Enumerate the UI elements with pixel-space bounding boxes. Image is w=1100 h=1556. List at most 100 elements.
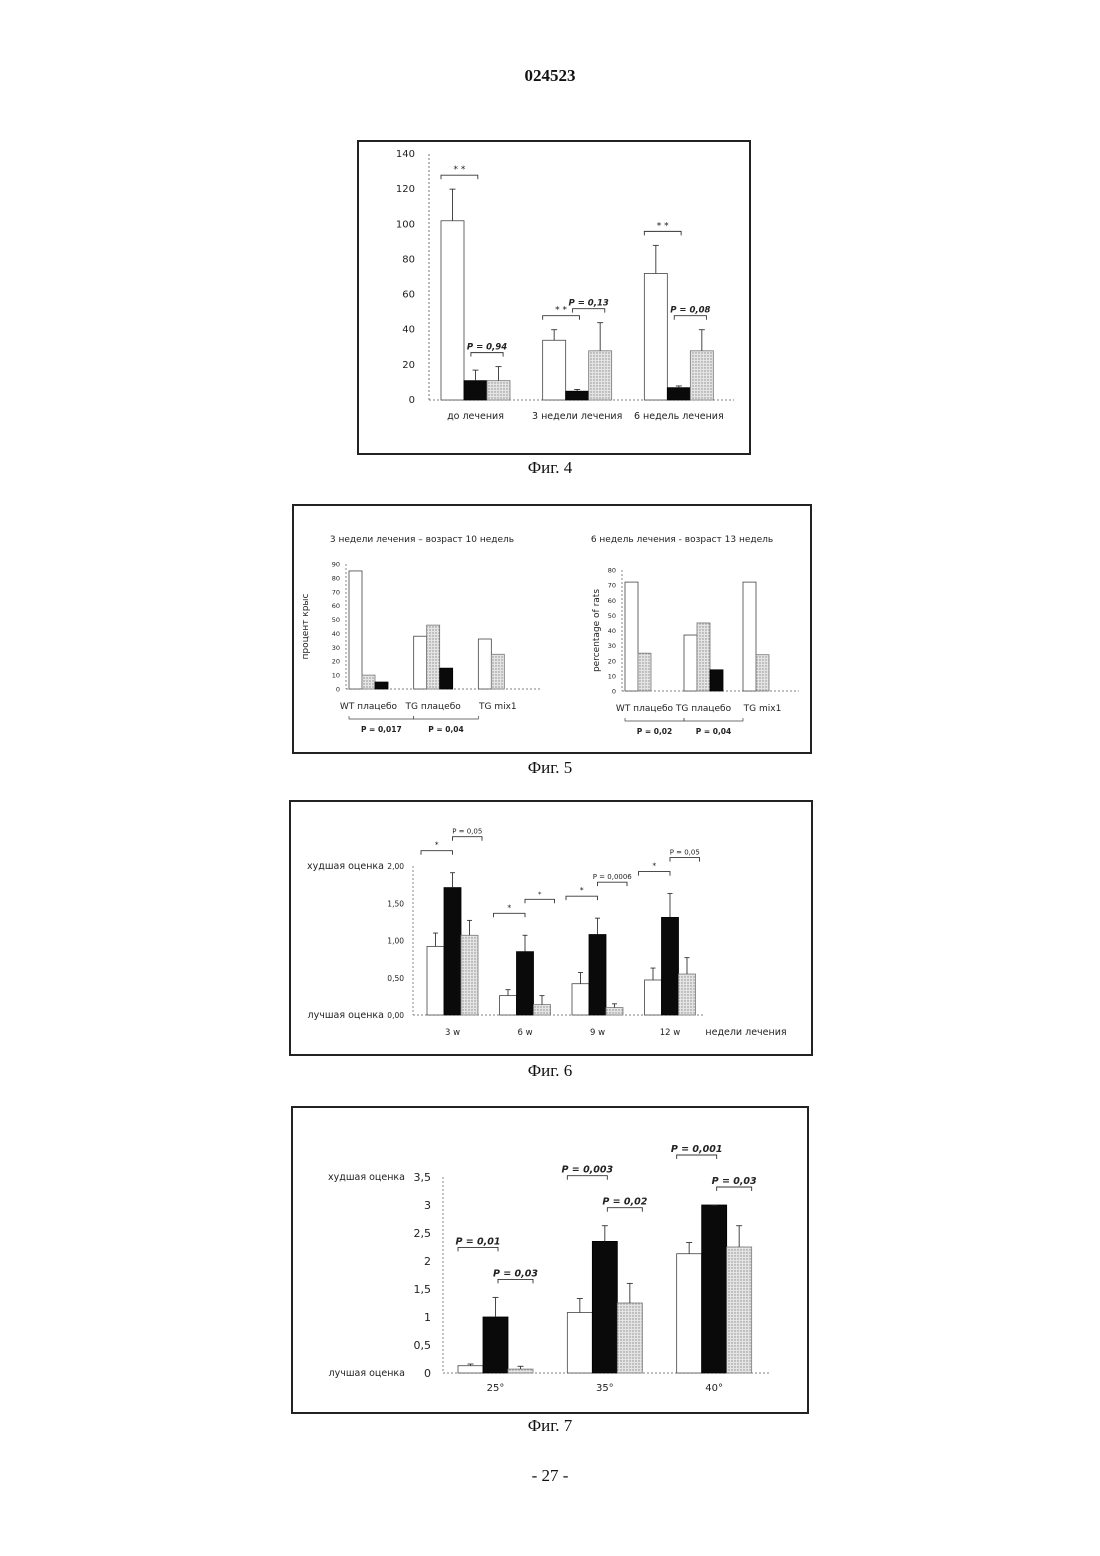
sig-2-b-bracket [598,882,628,886]
panel-0-y-tick: 0 [336,686,340,694]
bar-black-2 [702,1205,727,1373]
bar-white-0 [441,221,464,400]
y-tick-label: 100 [396,219,415,230]
panel-0-y-tick: 70 [332,588,340,596]
figure-7-frame: 00,511,522,533,5худшая оценкалучшая оцен… [291,1106,809,1414]
panel-1-y-tick: 80 [608,567,616,575]
bar-black-1 [566,391,589,400]
y-tick-label: 20 [402,360,415,371]
panel-1-y-tick: 10 [608,672,616,680]
worst-score-label: худшая оценка [328,1172,405,1183]
bar-dotted-0 [461,935,478,1015]
x-tick-label-0: 3 w [445,1028,460,1038]
bar-dotted-0 [508,1369,533,1373]
x-axis-label: недели лечения [705,1027,786,1038]
panel-1-y-tick: 60 [608,597,616,605]
sig-2-b-bracket [717,1187,752,1191]
bar-dotted-1 [617,1303,642,1373]
bar-dotted-3 [679,974,696,1015]
y-tick-label: 120 [396,184,415,195]
y-tick-label: 1,00 [387,937,404,946]
sig-0-b-bracket [453,837,483,841]
x-tick-label-2: 6 недель лечения [634,411,724,422]
panel-0-group-label-2: TG mix1 [478,702,517,712]
panel-0-pvalue-bracket-0 [349,716,414,719]
bar-black-0 [483,1317,508,1373]
panel-0-y-tick: 50 [332,616,340,624]
y-tick-label: 0 [409,395,415,406]
bar-white-3 [645,980,662,1015]
sig-0-a-label: P = 0,01 [456,1236,501,1247]
x-tick-label-2: 40° [705,1383,723,1394]
sig-2-a-bracket [644,231,681,235]
panel-1-bar-dotted-2 [756,655,769,691]
sig-0-a-bracket [421,851,453,855]
y-tick-label: 80 [402,254,415,265]
figure-4-frame: 020406080100120140до лечения* *P = 0,943… [357,140,751,455]
y-tick-label: 2 [424,1255,431,1268]
document-number: 024523 [0,66,1100,86]
figure-5-frame: 3 недели лечения – возраст 10 недельпроц… [292,504,812,754]
panel-1-ylabel: percentage of rats [592,589,602,672]
figure-6-chart: 0,000,501,001,502,00худшая оценкалучшая … [291,802,815,1058]
figure-5-chart: 3 недели лечения – возраст 10 недельпроц… [294,506,814,756]
bar-dotted-1 [589,351,612,400]
sig-1-a-label: P = 0,003 [562,1165,614,1176]
panel-1-y-tick: 70 [608,582,616,590]
bar-black-0 [444,888,461,1015]
bar-dotted-0 [487,381,510,400]
panel-0-bar-white-0 [349,571,362,689]
sig-0-a-label: * [435,841,439,850]
panel-0-bar-dotted-0 [362,675,375,689]
panel-1-y-tick: 30 [608,642,616,650]
panel-0-bar-dotted-1 [427,625,440,689]
bar-dotted-1 [534,1005,551,1015]
best-score-label: лучшая оценка [308,1010,384,1021]
panel-0-pvalue-0: P = 0,017 [361,725,402,734]
y-tick-label: 3,5 [414,1171,432,1184]
bar-black-3 [662,917,679,1015]
figure-7-chart: 00,511,522,533,5худшая оценкалучшая оцен… [293,1108,811,1416]
panel-1-y-tick: 0 [612,688,616,696]
sig-3-a-label: * [652,862,656,871]
panel-0-bar-black-0 [375,682,388,689]
y-tick-label: 2,00 [387,862,404,871]
x-tick-label-3: 12 w [660,1028,681,1038]
bar-dotted-2 [690,351,713,400]
y-tick-label: 40 [402,325,415,336]
sig-2-b-label: P = 0,03 [712,1176,757,1187]
panel-1-pvalue-0: P = 0,02 [637,727,673,736]
x-tick-label-1: 6 w [517,1028,532,1038]
figure-6-frame: 0,000,501,001,502,00худшая оценкалучшая … [289,800,813,1056]
sig-1-b-bracket [573,309,605,313]
panel-1-bar-dotted-1 [697,623,710,691]
panel-1-y-tick: 50 [608,612,616,620]
y-tick-label: 3 [424,1199,431,1212]
panel-0-y-tick: 40 [332,630,340,638]
y-tick-label: 0,50 [387,974,404,983]
sig-1-b-label: P = 0,02 [602,1197,647,1208]
bar-white-1 [543,340,566,400]
bar-white-1 [567,1313,592,1373]
panel-0-y-tick: 60 [332,602,340,610]
bar-black-1 [517,952,534,1015]
figure-4-chart: 020406080100120140до лечения* *P = 0,943… [359,142,753,457]
sig-2-a-label: P = 0,001 [671,1144,723,1155]
panel-1-bar-white-1 [684,635,697,691]
sig-3-b-label: P = 0,05 [670,849,700,857]
sig-2-b-label: P = 0,08 [670,306,710,316]
sig-0-b-label: P = 0,03 [493,1268,538,1279]
y-tick-label: 0,00 [387,1011,404,1020]
panel-0-bar-white-1 [414,636,427,689]
panel-0-y-tick: 80 [332,574,340,582]
bar-black-2 [589,935,606,1015]
sig-1-b-label: * [538,890,542,898]
sig-0-a-label: * * [453,165,465,175]
panel-0-title: 3 недели лечения – возраст 10 недель [330,535,514,545]
sig-0-b-label: P = 0,94 [467,343,507,353]
panel-1-bar-black-1 [710,670,723,691]
panel-1-bar-dotted-0 [638,653,651,691]
x-tick-label-0: 25° [487,1383,505,1394]
x-tick-label-0: до лечения [447,411,504,422]
x-tick-label-1: 35° [596,1383,614,1394]
